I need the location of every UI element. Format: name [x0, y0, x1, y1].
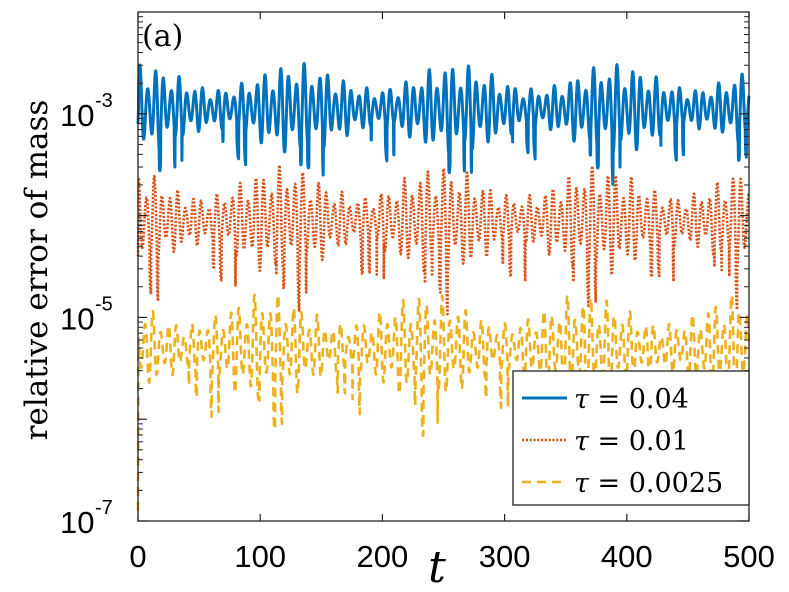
y-axis-label: relative error of mass	[19, 100, 55, 441]
y-tick-exponent: -7	[95, 497, 113, 519]
x-tick-label-100: 100	[234, 539, 286, 574]
x-tick-label-400: 400	[601, 539, 653, 574]
legend-tau-symbol: τ	[574, 468, 590, 499]
legend-entry-2: τ = 0.01	[574, 426, 689, 457]
series-line-1	[136, 61, 751, 186]
legend-value: = 0.0025	[589, 468, 723, 499]
x-tick-label-300: 300	[479, 539, 531, 574]
y-tick-exponent: -3	[95, 90, 113, 112]
series-line-3	[136, 293, 751, 511]
legend-value: = 0.01	[589, 426, 689, 457]
legend-entry-3: τ = 0.0025	[574, 468, 723, 499]
series-line-2	[136, 163, 751, 316]
y-tick-base: 10	[60, 505, 94, 540]
x-axis-label: t	[428, 542, 446, 592]
y-tick-label--7: 10 -7	[60, 497, 113, 540]
y-tick-label--5: 10 -5	[60, 293, 113, 336]
legend: τ = 0.04τ = 0.01τ = 0.0025	[512, 370, 750, 506]
y-tick-label--3: 10 -3	[60, 90, 113, 133]
panel-label: (a)	[142, 19, 183, 54]
x-tick-label-200: 200	[357, 539, 409, 574]
legend-value: = 0.04	[589, 384, 689, 415]
y-tick-base: 10	[60, 301, 94, 336]
x-tick-label-500: 500	[723, 539, 775, 574]
legend-entry-1: τ = 0.04	[574, 384, 689, 415]
y-tick-exponent: -5	[95, 293, 113, 315]
legend-tau-symbol: τ	[574, 384, 590, 415]
y-tick-base: 10	[60, 98, 94, 133]
legend-tau-symbol: τ	[574, 426, 590, 457]
x-tick-label-0: 0	[129, 539, 146, 574]
plot-frame	[137, 11, 750, 522]
series-layer	[136, 61, 751, 511]
